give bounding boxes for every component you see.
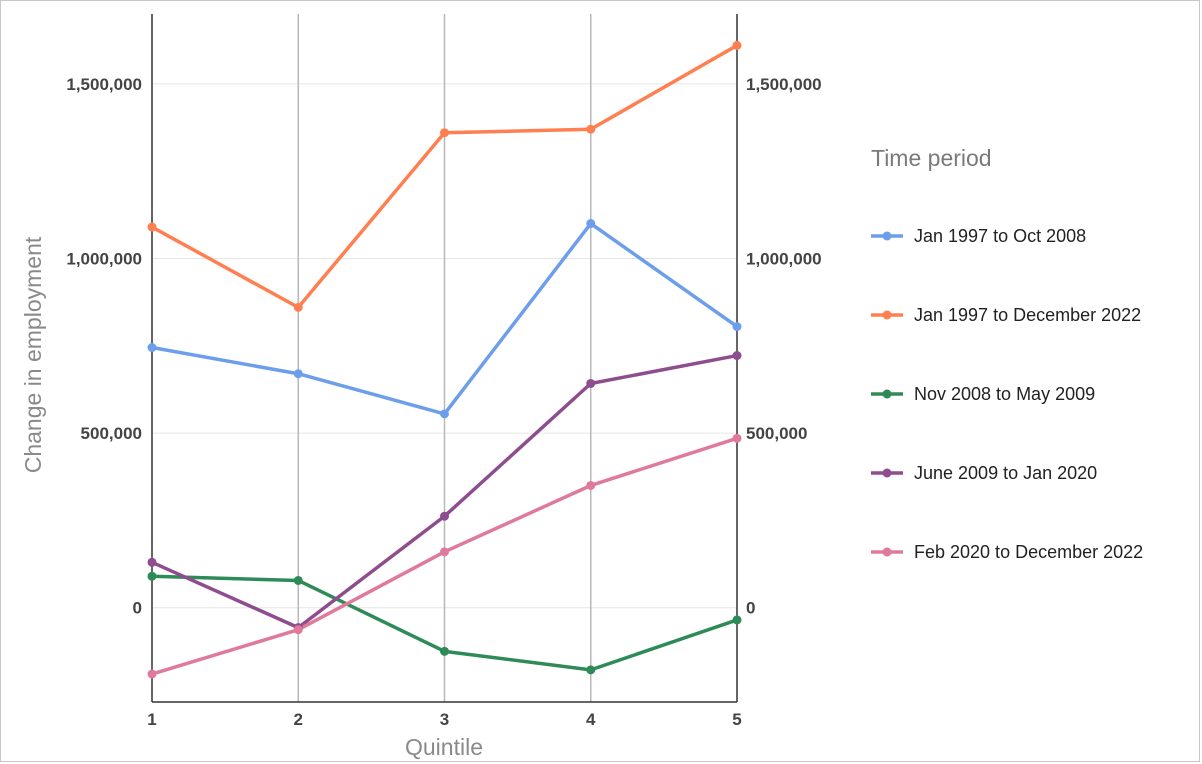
legend-title: Time period: [871, 145, 992, 171]
data-point-s3-1: [147, 571, 157, 581]
y-axis-title: Change in employment: [20, 236, 46, 473]
data-point-s2-3: [440, 128, 449, 138]
gridlines: [152, 14, 737, 702]
data-point-s3-5: [732, 615, 742, 625]
legend-label-1: Jan 1997 to Oct 2008: [914, 226, 1086, 246]
x-tick-label: 4: [586, 710, 596, 729]
legend-label-2: Jan 1997 to December 2022: [914, 305, 1141, 325]
x-axis-title: Quintile: [405, 734, 483, 760]
y-tick-label-left: 1,500,000: [66, 75, 142, 94]
data-point-s2-1: [147, 222, 157, 232]
legend-swatch-dot-4: [882, 468, 892, 478]
x-tick-label: 2: [294, 710, 303, 729]
data-point-s5-1: [147, 669, 157, 679]
data-point-s2-5: [732, 40, 742, 50]
legend-swatch-dot-5: [882, 547, 892, 557]
data-point-s5-5: [732, 433, 742, 443]
data-point-s2-4: [586, 124, 596, 134]
data-point-s1-2: [293, 369, 303, 379]
x-tick-label: 5: [732, 710, 741, 729]
data-point-s4-1: [147, 557, 157, 567]
y-tick-label-right: 1,000,000: [746, 249, 822, 268]
data-point-s3-4: [586, 665, 596, 675]
legend: Time period Jan 1997 to Oct 2008 Jan 1997…: [871, 145, 1143, 562]
y-axis-ticks-left: 0 500,000 1,000,000 1,500,000: [66, 75, 142, 618]
data-point-s5-3: [440, 547, 449, 557]
data-point-s5-2: [293, 625, 303, 635]
legend-label-4: June 2009 to Jan 2020: [914, 463, 1097, 483]
data-point-s5-4: [586, 480, 596, 490]
data-point-s1-5: [732, 322, 742, 332]
y-tick-label-left: 1,000,000: [66, 249, 142, 268]
data-point-s2-2: [293, 302, 303, 312]
y-tick-label-right: 1,500,000: [746, 75, 822, 94]
data-point-s3-2: [293, 575, 303, 585]
y-axis-ticks-right: 0 500,000 1,000,000 1,500,000: [746, 75, 822, 618]
y-tick-label-left: 0: [133, 599, 142, 618]
legend-swatch-dot-1: [882, 231, 892, 241]
x-axis-ticks: 1 2 3 4 5: [147, 710, 741, 729]
legend-swatch-dot-3: [882, 389, 892, 399]
data-point-s3-3: [440, 646, 449, 656]
y-tick-label-right: 500,000: [746, 424, 807, 443]
legend-swatch-dot-2: [882, 310, 892, 320]
series-points: [147, 40, 742, 679]
y-tick-label-right: 0: [746, 599, 755, 618]
data-point-s1-1: [147, 343, 157, 353]
data-point-s1-4: [586, 219, 596, 229]
data-point-s4-3: [440, 511, 449, 521]
y-tick-label-left: 500,000: [81, 424, 142, 443]
x-tick-label: 1: [147, 710, 156, 729]
legend-label-5: Feb 2020 to December 2022: [914, 542, 1143, 562]
x-tick-label: 3: [440, 710, 449, 729]
data-point-s1-3: [440, 409, 449, 419]
data-point-s4-4: [586, 378, 596, 388]
data-point-s4-5: [732, 351, 742, 361]
legend-label-3: Nov 2008 to May 2009: [914, 384, 1095, 404]
